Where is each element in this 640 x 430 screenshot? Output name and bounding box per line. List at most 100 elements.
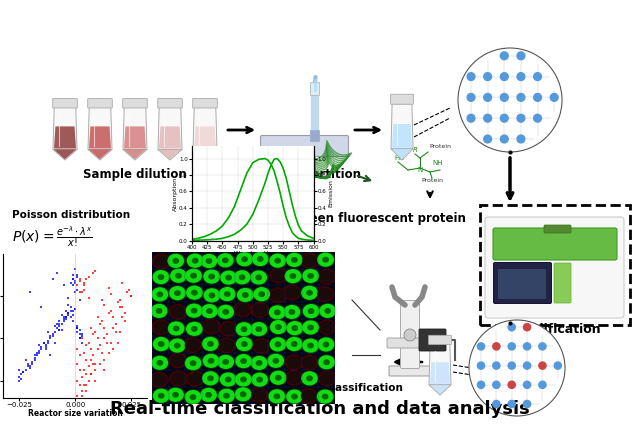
Circle shape	[168, 322, 184, 335]
Circle shape	[154, 270, 168, 283]
Circle shape	[191, 361, 196, 366]
Point	[25, 289, 35, 295]
Circle shape	[201, 388, 216, 401]
Circle shape	[220, 288, 235, 301]
Point	[115, 297, 125, 304]
Circle shape	[292, 326, 298, 330]
Point	[38, 339, 49, 346]
Circle shape	[302, 372, 317, 385]
Text: Real-time classification and data analysis: Real-time classification and data analys…	[110, 400, 530, 418]
Circle shape	[484, 135, 492, 143]
FancyBboxPatch shape	[498, 269, 546, 299]
Polygon shape	[158, 108, 182, 150]
Circle shape	[184, 356, 202, 371]
Point	[88, 331, 99, 338]
Point	[16, 375, 26, 382]
Point	[72, 322, 83, 329]
FancyBboxPatch shape	[88, 98, 112, 108]
Circle shape	[253, 287, 271, 301]
Circle shape	[508, 324, 515, 331]
Circle shape	[269, 370, 287, 385]
Circle shape	[257, 257, 263, 261]
Circle shape	[173, 326, 179, 331]
Circle shape	[269, 306, 285, 319]
Circle shape	[235, 354, 252, 369]
Circle shape	[190, 395, 196, 399]
Point	[61, 307, 71, 314]
Circle shape	[252, 356, 267, 369]
Point	[99, 324, 109, 331]
Circle shape	[292, 258, 297, 262]
Circle shape	[186, 357, 201, 370]
Point	[99, 367, 109, 374]
Point	[88, 352, 99, 359]
Point	[68, 276, 78, 283]
Point	[70, 278, 81, 285]
Circle shape	[236, 355, 252, 368]
Point	[75, 335, 85, 342]
Point	[34, 350, 44, 357]
Polygon shape	[193, 150, 217, 160]
Circle shape	[171, 306, 185, 318]
Point	[14, 367, 24, 374]
Point	[97, 350, 108, 357]
Point	[81, 276, 92, 283]
Circle shape	[534, 93, 541, 101]
Point	[120, 318, 130, 325]
Circle shape	[239, 275, 244, 280]
Point	[77, 331, 87, 338]
Point	[63, 295, 74, 301]
Circle shape	[317, 252, 334, 267]
Circle shape	[259, 292, 264, 296]
Circle shape	[325, 309, 330, 313]
Point	[115, 303, 125, 310]
Circle shape	[203, 319, 220, 334]
FancyBboxPatch shape	[419, 329, 446, 351]
Circle shape	[302, 286, 317, 299]
Point	[75, 326, 85, 333]
Circle shape	[170, 339, 185, 352]
Circle shape	[202, 305, 217, 317]
Point	[72, 271, 83, 278]
Point	[47, 276, 58, 283]
Point	[81, 381, 92, 388]
Polygon shape	[158, 150, 182, 160]
Point	[72, 282, 83, 289]
Polygon shape	[54, 150, 76, 159]
Circle shape	[237, 253, 252, 266]
Circle shape	[241, 359, 246, 363]
Circle shape	[220, 270, 237, 285]
Text: HO: HO	[395, 155, 405, 161]
Circle shape	[172, 373, 186, 384]
Circle shape	[287, 322, 303, 335]
Circle shape	[469, 320, 565, 416]
Circle shape	[318, 320, 336, 335]
Circle shape	[287, 372, 301, 384]
Circle shape	[203, 269, 220, 284]
Circle shape	[318, 269, 336, 284]
Point	[34, 341, 44, 348]
Circle shape	[276, 375, 281, 380]
Point	[70, 265, 81, 272]
Point	[14, 373, 24, 380]
FancyBboxPatch shape	[493, 228, 617, 260]
Circle shape	[235, 372, 252, 387]
Circle shape	[192, 290, 197, 295]
Circle shape	[275, 310, 280, 315]
Circle shape	[500, 73, 508, 80]
Circle shape	[242, 257, 247, 261]
Circle shape	[484, 114, 492, 122]
Circle shape	[534, 114, 541, 122]
Point	[54, 320, 65, 327]
Point	[106, 339, 116, 346]
Circle shape	[251, 372, 268, 387]
FancyBboxPatch shape	[485, 217, 624, 318]
Circle shape	[152, 374, 166, 385]
Circle shape	[200, 304, 218, 319]
Point	[79, 280, 90, 287]
Polygon shape	[194, 126, 216, 148]
Circle shape	[241, 327, 246, 332]
Polygon shape	[430, 385, 450, 394]
Circle shape	[236, 323, 252, 336]
Circle shape	[308, 325, 314, 330]
